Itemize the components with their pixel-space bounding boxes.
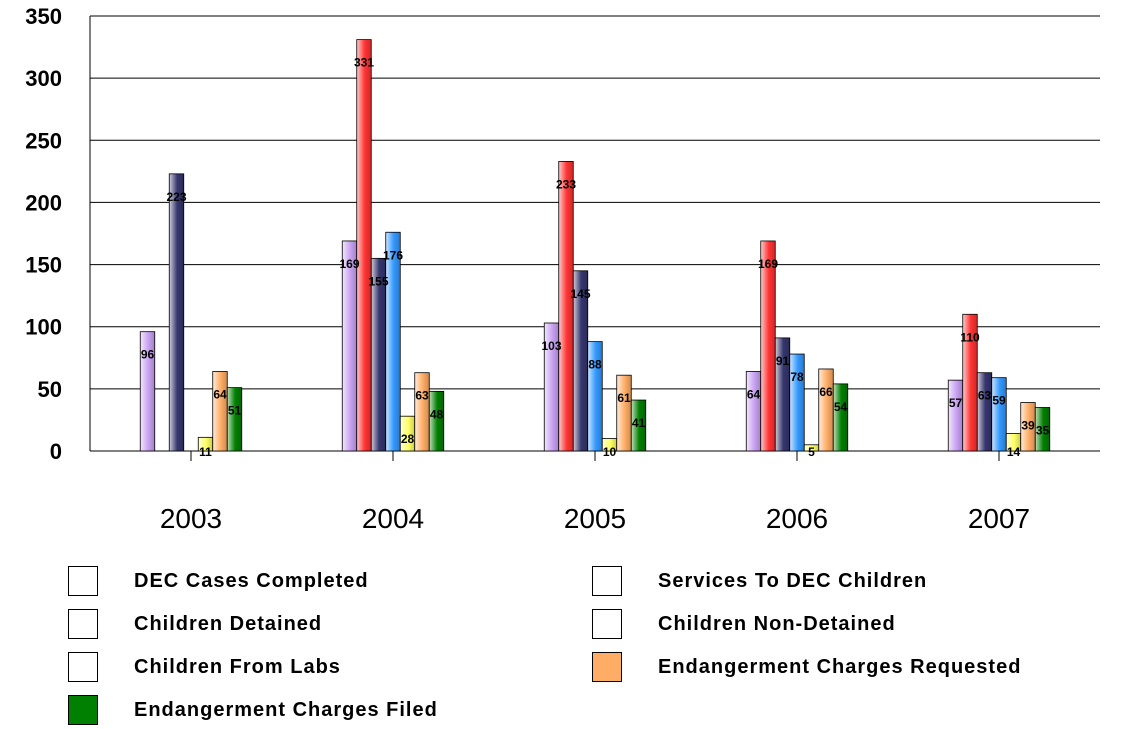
x-tick-label: 2005 <box>564 503 626 534</box>
y-tick-label: 300 <box>25 66 62 91</box>
legend-swatch <box>68 652 98 682</box>
x-tick-label: 2004 <box>362 503 424 534</box>
legend-item-children-detained: Children Detained <box>68 608 321 640</box>
data-label: 5 <box>808 445 815 459</box>
legend-item-dec-cases-completed: DEC Cases Completed <box>68 565 368 597</box>
y-tick-label: 250 <box>25 128 62 153</box>
data-label: 176 <box>383 248 403 262</box>
data-label: 48 <box>430 407 444 421</box>
data-label: 110 <box>960 330 980 344</box>
bar <box>385 231 401 452</box>
data-label: 96 <box>141 348 155 362</box>
legend-item-services-to-dec-children: Services To DEC Children <box>592 565 926 597</box>
x-tick-label: 2006 <box>766 503 828 534</box>
data-label: 14 <box>1007 445 1021 459</box>
data-label: 59 <box>992 394 1006 408</box>
legend-swatch <box>592 566 622 596</box>
legend-swatch <box>68 609 98 639</box>
data-label: 155 <box>368 274 388 288</box>
legend-label: Children Detained <box>134 613 323 635</box>
data-label: 54 <box>834 400 848 414</box>
x-tick-label: 2003 <box>160 503 222 534</box>
data-label: 35 <box>1036 424 1050 438</box>
legend-label: Children Non-Detained <box>658 613 896 635</box>
legend-item-endangerment-charges-filed: Endangerment Charges Filed <box>68 694 437 726</box>
legend-label: Endangerment Charges Requested <box>658 656 1022 678</box>
bar <box>168 173 185 452</box>
data-labels: 9622311645116933115517628634810323314588… <box>141 56 1050 459</box>
bar <box>991 377 1007 452</box>
data-label: 331 <box>354 56 374 70</box>
legend-label: Endangerment Charges Filed <box>134 699 438 721</box>
data-label: 28 <box>401 432 415 446</box>
legend-swatch <box>68 695 98 725</box>
data-label: 88 <box>588 358 602 372</box>
data-label: 103 <box>541 339 561 353</box>
data-label: 10 <box>603 445 617 459</box>
y-tick-label: 150 <box>25 253 62 278</box>
y-axis: 0 50 100 150 200 250 300 350 <box>25 4 91 464</box>
data-label: 51 <box>228 404 242 418</box>
bar <box>1034 407 1051 452</box>
data-label: 78 <box>790 370 804 384</box>
data-label: 233 <box>556 177 576 191</box>
bar <box>139 331 156 452</box>
x-tick-label: 2007 <box>968 503 1030 534</box>
legend-item-children-from-labs: Children From Labs <box>68 651 340 683</box>
data-label: 11 <box>199 445 212 459</box>
y-tick-label: 200 <box>25 190 62 215</box>
data-label: 169 <box>339 257 359 271</box>
bar <box>789 353 805 452</box>
bars <box>139 39 1051 452</box>
data-label: 223 <box>166 190 186 204</box>
gridlines <box>90 15 1100 452</box>
data-label: 169 <box>758 257 778 271</box>
bar <box>428 390 445 452</box>
legend-swatch <box>592 652 622 682</box>
legend-label: Children From Labs <box>134 656 341 678</box>
legend-label: DEC Cases Completed <box>134 570 369 592</box>
data-label: 64 <box>213 387 227 401</box>
bar <box>630 399 647 452</box>
legend-swatch <box>68 566 98 596</box>
bar <box>226 387 243 452</box>
y-tick-label: 50 <box>38 377 62 402</box>
data-label: 91 <box>776 354 790 368</box>
legend-swatch <box>592 609 622 639</box>
data-label: 61 <box>617 391 631 405</box>
data-label: 39 <box>1021 419 1035 433</box>
y-tick-label: 100 <box>25 315 62 340</box>
y-tick-label: 350 <box>25 4 62 29</box>
data-label: 41 <box>632 416 646 430</box>
legend-item-children-non-detained: Children Non-Detained <box>592 608 895 640</box>
y-tick-label: 0 <box>50 439 62 464</box>
bar <box>587 341 603 452</box>
data-label: 145 <box>570 287 590 301</box>
legend-item-endangerment-charges-requested: Endangerment Charges Requested <box>592 651 1020 683</box>
bar <box>832 383 849 452</box>
legend-label: Services To DEC Children <box>658 570 928 592</box>
data-label: 63 <box>978 389 992 403</box>
data-label: 57 <box>949 396 963 410</box>
data-label: 63 <box>415 389 429 403</box>
bar <box>356 39 372 452</box>
data-label: 66 <box>819 385 833 399</box>
data-label: 64 <box>747 387 761 401</box>
